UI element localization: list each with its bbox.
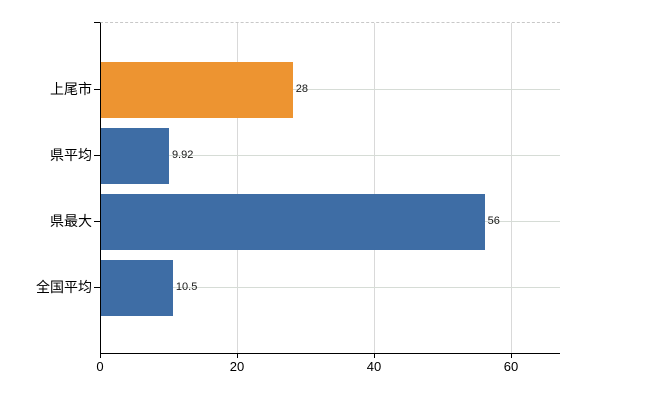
vertical-gridline [511,23,512,353]
x-axis-tick [100,354,101,358]
x-axis-tick [237,354,238,358]
x-axis-tick-label: 20 [229,359,245,374]
category-label: 上尾市 [50,81,92,97]
y-axis-tick [94,221,100,222]
bar [101,260,173,316]
value-label: 9.92 [171,149,194,161]
plot-area: 28 9.92 56 10.5 [100,22,560,354]
x-axis-tick-label: 0 [96,359,104,374]
bar [101,128,169,184]
horizontal-gridline [101,287,560,288]
value-label: 56 [487,215,500,227]
x-axis-tick-label: 60 [503,359,519,374]
horizontal-gridline [101,155,560,156]
bar [101,194,485,250]
horizontal-gridline [101,89,560,90]
y-axis-tick [94,22,100,23]
y-axis-tick [94,89,100,90]
x-axis-tick-label: 40 [366,359,382,374]
x-axis-tick [511,354,512,358]
x-axis-tick [374,354,375,358]
category-label: 全国平均 [36,279,92,295]
category-label: 県平均 [50,147,92,163]
category-label: 県最大 [50,213,92,229]
y-axis-tick [94,155,100,156]
vertical-gridline [374,23,375,353]
y-axis-tick [94,287,100,288]
value-label: 28 [295,83,309,95]
vertical-gridline [237,23,238,353]
bar [101,62,293,118]
value-label: 10.5 [175,281,198,293]
